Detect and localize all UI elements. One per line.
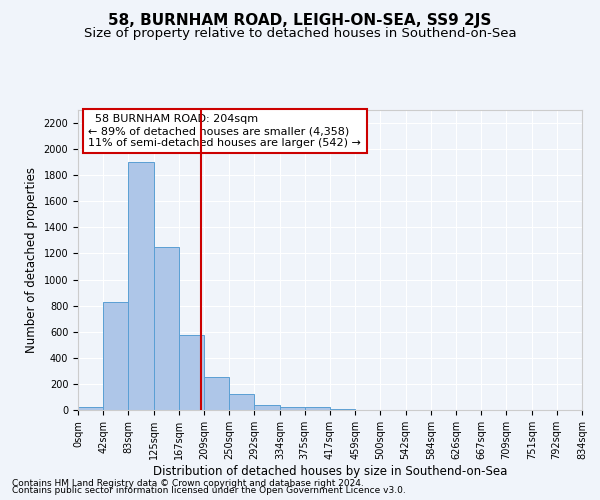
Y-axis label: Number of detached properties: Number of detached properties bbox=[25, 167, 38, 353]
X-axis label: Distribution of detached houses by size in Southend-on-Sea: Distribution of detached houses by size … bbox=[153, 464, 507, 477]
Bar bbox=[78, 408, 103, 410]
Text: Contains public sector information licensed under the Open Government Licence v3: Contains public sector information licen… bbox=[12, 486, 406, 495]
Text: 58 BURNHAM ROAD: 204sqm
← 89% of detached houses are smaller (4,358)
11% of semi: 58 BURNHAM ROAD: 204sqm ← 89% of detache… bbox=[88, 114, 361, 148]
Bar bbox=[254, 405, 280, 410]
Text: Contains HM Land Registry data © Crown copyright and database right 2024.: Contains HM Land Registry data © Crown c… bbox=[12, 478, 364, 488]
Text: 58, BURNHAM ROAD, LEIGH-ON-SEA, SS9 2JS: 58, BURNHAM ROAD, LEIGH-ON-SEA, SS9 2JS bbox=[109, 12, 491, 28]
Bar bbox=[179, 335, 205, 410]
Text: Size of property relative to detached houses in Southend-on-Sea: Size of property relative to detached ho… bbox=[83, 28, 517, 40]
Bar bbox=[205, 378, 229, 410]
Bar bbox=[154, 247, 179, 410]
Bar bbox=[330, 408, 355, 410]
Bar bbox=[305, 408, 330, 410]
Bar bbox=[229, 394, 254, 410]
Bar bbox=[280, 406, 305, 410]
Bar bbox=[103, 302, 128, 410]
Bar bbox=[128, 162, 154, 410]
